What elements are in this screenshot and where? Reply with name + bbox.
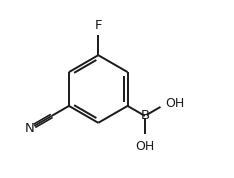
Text: F: F xyxy=(95,19,102,32)
Text: N: N xyxy=(24,122,34,135)
Text: B: B xyxy=(140,109,150,122)
Text: OH: OH xyxy=(165,97,184,110)
Text: OH: OH xyxy=(135,140,154,153)
